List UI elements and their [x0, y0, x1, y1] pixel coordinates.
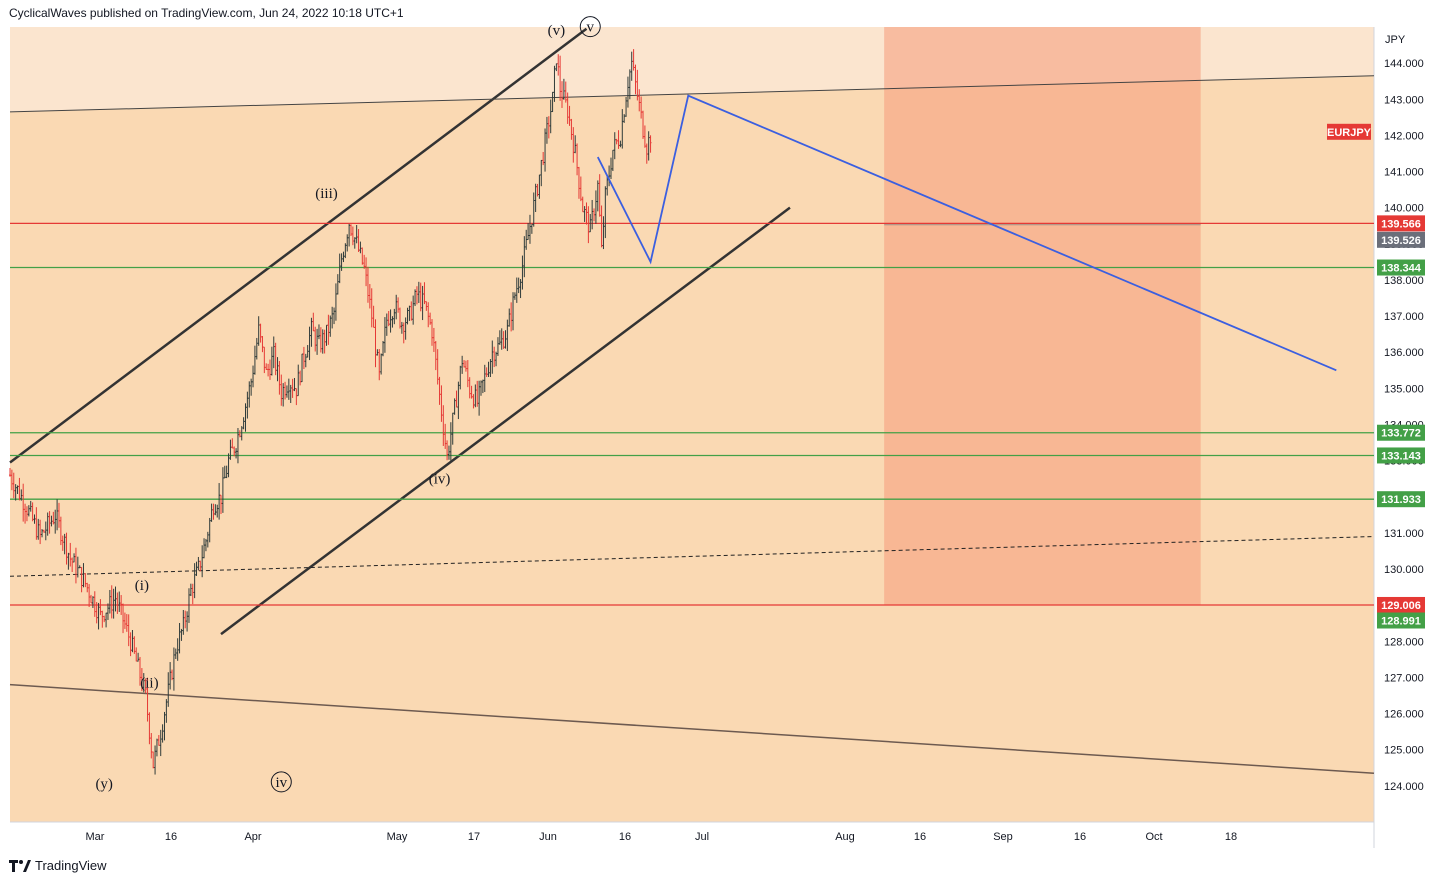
wave-labels: (y) (i) (ii) (iii) (iv) (v) v iv [95, 16, 601, 793]
time-tick-label: 16 [914, 831, 926, 843]
wave-label: (y) [95, 777, 113, 793]
price-badge: 138.344 [1381, 263, 1422, 275]
time-tick-label: Jul [695, 831, 709, 843]
price-badge-bg [1377, 424, 1425, 441]
time-tick-label: 16 [1074, 831, 1086, 843]
price-tick-label: 141.000 [1384, 167, 1424, 179]
symbol-badge: EURJPY [1327, 127, 1372, 139]
time-tick-label: 16 [165, 831, 177, 843]
price-badge-bg [1377, 447, 1425, 464]
wave-label: v [587, 20, 595, 36]
horizontal-levels [10, 222, 1374, 606]
wave-label: (iii) [315, 186, 338, 202]
price-tick-label: 140.000 [1384, 203, 1424, 215]
time-tick-label: Aug [835, 831, 855, 843]
time-axis: Mar 16 Apr May 17 Jun 16 Jul Aug 16 Sep 16 Oct 18 [86, 831, 1238, 843]
price-badge: 133.143 [1381, 450, 1421, 462]
target-zone-box [884, 27, 1201, 606]
price-tick-label: 127.000 [1384, 672, 1424, 684]
price-tick-label: 137.000 [1384, 311, 1424, 323]
extra-badge-bg [1377, 231, 1425, 248]
projection-line [596, 94, 1337, 372]
price-badge-bg [1377, 215, 1425, 232]
extra-badge-bg [1377, 612, 1425, 629]
target-zone [884, 27, 1201, 606]
time-tick-label: May [387, 831, 408, 843]
upper-resistance-line [9, 75, 1375, 113]
tradingview-footer[interactable]: TradingView [9, 858, 107, 873]
time-tick-label: 18 [1225, 831, 1237, 843]
tradingview-brand: TradingView [35, 858, 107, 873]
price-tick-label: 143.000 [1384, 94, 1424, 106]
wave-circle [270, 771, 292, 793]
price-axis: JPY 124.000 125.000 126.000 127.000 128.000 12… [1327, 34, 1425, 793]
wave-circle [579, 16, 601, 38]
chart-background [10, 27, 1440, 848]
price-badge: 129.006 [1381, 600, 1421, 612]
wave-label: iv [275, 775, 287, 791]
wave-label: (i) [135, 578, 149, 594]
wave-label: (ii) [140, 675, 158, 691]
lower-support-line [9, 683, 1375, 774]
extra-price-badge: 128.991 [1381, 616, 1421, 628]
price-tick-label: 136.000 [1384, 347, 1424, 359]
price-tick-label: 128.000 [1384, 636, 1424, 648]
price-badge-bg [1377, 259, 1425, 276]
price-tick-label: 131.000 [1384, 528, 1424, 540]
currency-label: JPY [1385, 34, 1406, 46]
symbol-badge-bg [1327, 123, 1371, 140]
time-tick-label: Jun [539, 831, 557, 843]
price-tick-label: 124.000 [1384, 781, 1424, 793]
price-badge: 133.772 [1381, 428, 1421, 440]
price-tick-label: 142.000 [1384, 130, 1424, 142]
wave-label: (iv) [429, 471, 451, 487]
projection-path [596, 94, 1337, 372]
extra-price-badge: 139.526 [1381, 235, 1421, 247]
time-tick-label: Oct [1145, 831, 1162, 843]
time-tick-label: 16 [619, 831, 631, 843]
candles [9, 49, 652, 775]
price-badge: 139.566 [1381, 218, 1421, 230]
tradingview-logo-icon [9, 859, 31, 872]
publisher-header: CyclicalWaves published on TradingView.c… [9, 6, 404, 20]
price-tick-label: 126.000 [1384, 709, 1424, 721]
wave-label: (v) [548, 23, 566, 39]
price-tick-label: 138.000 [1384, 275, 1424, 287]
time-tick-label: Apr [244, 831, 261, 843]
price-scale-bg [1374, 27, 1440, 822]
price-tick-label: 125.000 [1384, 745, 1424, 757]
dashed-trend-line [9, 536, 1375, 577]
time-tick-label: Sep [993, 831, 1013, 843]
price-tick-label: 144.000 [1384, 58, 1424, 70]
price-badge-bg [1377, 596, 1425, 613]
time-tick-label: Mar [86, 831, 105, 843]
lower-channel-line [220, 206, 791, 636]
price-tick-label: 135.000 [1384, 383, 1424, 395]
time-tick-label: 17 [468, 831, 480, 843]
price-tick-label: 130.000 [1384, 564, 1424, 576]
price-badge: 131.933 [1381, 494, 1421, 506]
upper-channel-line [9, 27, 588, 464]
trend-lines [9, 27, 1375, 774]
price-badge-bg [1377, 491, 1425, 508]
